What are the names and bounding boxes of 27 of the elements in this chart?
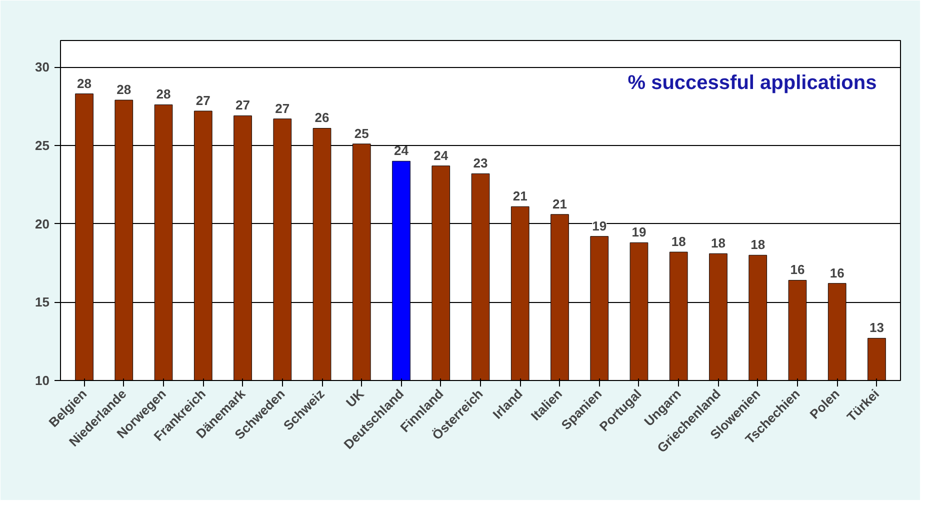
data-label: 24 (434, 148, 449, 163)
y-tick-label: 25 (35, 138, 50, 153)
data-label: 18 (711, 236, 726, 251)
data-label: 28 (77, 76, 92, 91)
data-label: 19 (592, 218, 607, 234)
data-label: 13 (869, 320, 884, 336)
data-label: 27 (236, 98, 250, 113)
y-tick-label: 10 (35, 373, 50, 388)
data-label: 21 (512, 188, 528, 204)
data-label: 27 (196, 93, 210, 108)
data-label: 19 (632, 224, 646, 240)
data-label: 25 (354, 126, 369, 141)
data-label: 28 (156, 86, 171, 102)
y-tick-label: 15 (35, 294, 50, 310)
data-label: 16 (790, 262, 805, 278)
data-label: 18 (671, 234, 686, 250)
data-label: 16 (830, 265, 844, 280)
data-label: 24 (394, 143, 410, 158)
data-label: 28 (116, 82, 132, 98)
data-label: 18 (750, 237, 766, 252)
data-label: 26 (314, 110, 330, 126)
text: % successful applications (628, 72, 877, 94)
y-tick-label: 20 (35, 216, 50, 232)
y-tick-label: 30 (35, 60, 50, 75)
data-label: 27 (275, 100, 290, 116)
data-label: 21 (552, 196, 567, 212)
data-label: 23 (473, 156, 488, 171)
